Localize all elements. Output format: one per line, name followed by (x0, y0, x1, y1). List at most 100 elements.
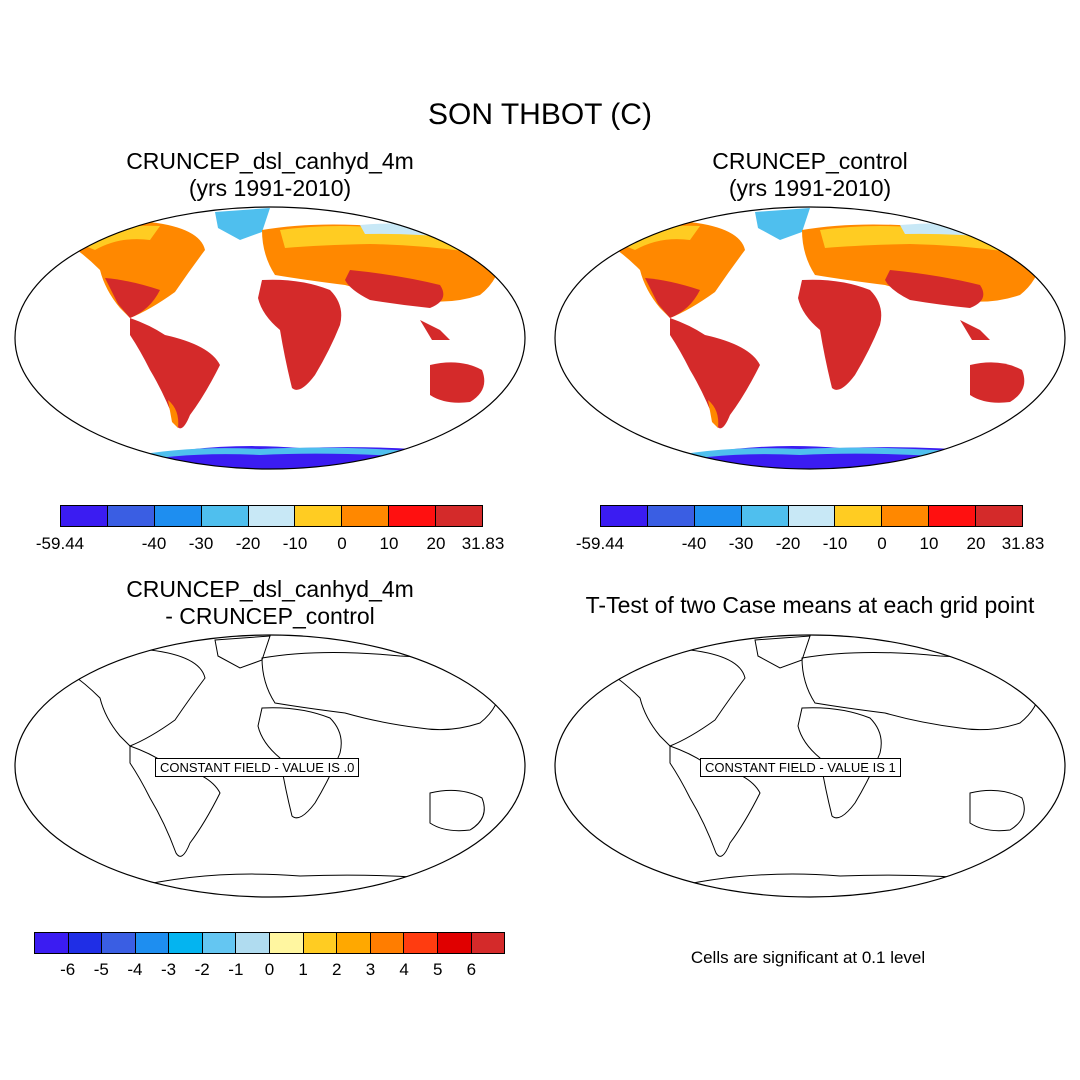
colorbar-swatch (135, 933, 170, 953)
map-panel-br (554, 634, 1066, 898)
greenland (215, 208, 270, 240)
colorbar-swatch (471, 933, 505, 953)
panel-title-tl-line2: (yrs 1991-2010) (188, 175, 352, 201)
colorbar-swatch (788, 506, 836, 526)
colorbar-swatch (102, 933, 136, 953)
colorbar-tick-label: 5 (432, 960, 443, 979)
colorbar-swatch (647, 506, 695, 526)
panel-title-tr: CRUNCEP_control (yrs 1991-2010) (610, 148, 1010, 202)
colorbar-tick-label: -4 (127, 960, 143, 979)
colorbar-swatch (107, 506, 155, 526)
colorbar-swatch (835, 506, 883, 526)
colorbar-tick-label: 10 (919, 534, 939, 553)
australia (430, 362, 485, 403)
colorbar-swatch (236, 933, 271, 953)
colorbar-tick-label: 0 (877, 534, 887, 553)
colorbar-tick-label: 0 (337, 534, 347, 553)
colorbar-swatch (68, 933, 103, 953)
colorbar-tick-label: 6 (466, 960, 477, 979)
africa-outline (797, 707, 882, 819)
australia-outline (969, 789, 1025, 832)
colorbar-difference (34, 932, 505, 954)
colorbar-top-right-labels: -59.44 -40 -30 -20 -10 0 10 20 31.83 (576, 534, 1044, 556)
colorbar-tick-label: -40 (141, 534, 167, 553)
colorbar-swatch (929, 506, 977, 526)
colorbar-tick-label: 31.83 (461, 534, 505, 553)
colorbar-tick-label: -30 (728, 534, 754, 553)
panel-title-br-line1: T-Test of two Case means at each grid po… (585, 592, 1035, 618)
panel-title-tr-line2: (yrs 1991-2010) (728, 175, 892, 201)
colorbar-swatch (337, 933, 371, 953)
africa-outline (257, 707, 342, 819)
colorbar-swatch (601, 506, 648, 526)
antarctica-outline (109, 873, 451, 894)
colorbar-swatch (295, 506, 343, 526)
eurasia-outline (801, 651, 1042, 731)
colorbar-top-left-labels: -59.44 -40 -30 -20 -10 0 10 20 31.83 (36, 534, 504, 556)
colorbar-swatch (303, 933, 338, 953)
colorbar-top-right (600, 505, 1023, 527)
figure-title: SON THBOT (C) (428, 98, 652, 131)
map-panel-bl (14, 634, 526, 898)
panel-title-bl: CRUNCEP_dsl_canhyd_4m - CRUNCEP_control (70, 576, 470, 630)
colorbar-swatch (61, 506, 108, 526)
colorbar-difference-labels: -6 -5 -4 -3 -2 -1 0 1 2 3 4 5 6 (34, 960, 505, 982)
australia (970, 362, 1025, 403)
africa (258, 279, 342, 390)
significance-note: Cells are significant at 0.1 level (690, 948, 926, 967)
colorbar-swatch (404, 933, 438, 953)
colorbar-swatch (169, 933, 203, 953)
colorbar-swatch (694, 506, 742, 526)
colorbar-tick-label: -6 (60, 960, 76, 979)
colorbar-tick-label: -10 (282, 534, 308, 553)
colorbar-tick-label: 31.83 (1001, 534, 1045, 553)
colorbar-tick-label: 20 (966, 534, 986, 553)
colorbar-tick-label: 1 (298, 960, 308, 979)
greenland (755, 208, 810, 240)
colorbar-swatch (437, 933, 472, 953)
panel-title-bl-line2: - CRUNCEP_control (165, 603, 375, 629)
colorbar-tick-label: 0 (264, 960, 275, 979)
constant-field-label-br: CONSTANT FIELD - VALUE IS 1 (700, 758, 901, 777)
colorbar-tick-label: -1 (228, 960, 244, 979)
constant-field-label-bl: CONSTANT FIELD - VALUE IS .0 (155, 758, 360, 777)
eurasia-outline (261, 651, 502, 731)
colorbar-tick-label: -5 (93, 960, 109, 979)
colorbar-tick-label: -3 (161, 960, 177, 979)
colorbar-swatch (436, 506, 483, 526)
colorbar-swatch (741, 506, 789, 526)
colorbar-swatch (201, 506, 249, 526)
africa (798, 279, 882, 390)
colorbar-tick-label: 2 (332, 960, 342, 979)
map-panel-tr (554, 206, 1066, 470)
panel-title-tr-line1: CRUNCEP_control (712, 148, 908, 174)
north-america-outline (609, 649, 746, 747)
colorbar-swatch (202, 933, 237, 953)
north-america (610, 221, 745, 318)
colorbar-tick-label: -2 (194, 960, 210, 979)
greenland-outline (754, 635, 811, 669)
colorbar-swatch (389, 506, 437, 526)
colorbar-tick-label: -20 (775, 534, 801, 553)
colorbar-tick-label: -59.44 (575, 534, 625, 553)
south-america (670, 318, 760, 429)
colorbar-swatch (154, 506, 202, 526)
colorbar-tick-label: -20 (235, 534, 261, 553)
panel-title-br: T-Test of two Case means at each grid po… (560, 592, 1060, 619)
antarctica-outline (649, 873, 991, 894)
colorbar-swatch (342, 506, 390, 526)
colorbar-tick-label: -40 (681, 534, 707, 553)
panel-title-tl: CRUNCEP_dsl_canhyd_4m (yrs 1991-2010) (70, 148, 470, 202)
colorbar-tick-label: 10 (379, 534, 399, 553)
panel-title-tl-line1: CRUNCEP_dsl_canhyd_4m (126, 148, 414, 174)
colorbar-swatch (976, 506, 1023, 526)
colorbar-tick-label: 4 (399, 960, 409, 979)
colorbar-top-left (60, 505, 483, 527)
north-america (70, 221, 205, 318)
greenland-outline (214, 635, 271, 669)
colorbar-tick-label: -30 (188, 534, 214, 553)
north-america-outline (69, 649, 206, 747)
colorbar-tick-label: 3 (365, 960, 376, 979)
colorbar-swatch (248, 506, 296, 526)
colorbar-swatch (882, 506, 930, 526)
